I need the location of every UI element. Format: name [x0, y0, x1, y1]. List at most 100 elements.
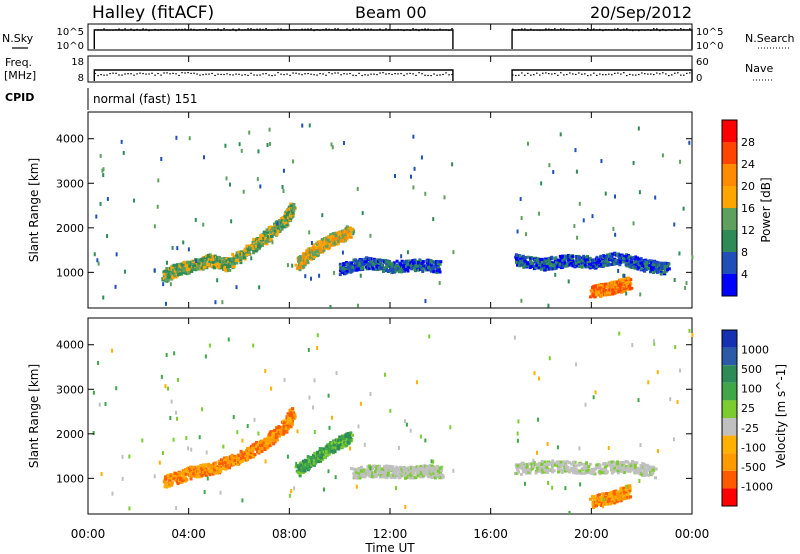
nave-dot: [427, 74, 429, 77]
data-cell: [527, 467, 531, 471]
nsearch-dot: [136, 28, 138, 31]
nsearch-bottom-tick: 10^0: [696, 41, 723, 52]
nave-dot: [205, 73, 207, 75]
data-cell: [440, 468, 444, 472]
data-cell: [618, 466, 622, 470]
data-cell: [634, 255, 638, 259]
data-cell: [212, 471, 216, 475]
data-cell: [653, 264, 657, 268]
nsearch-dot: [208, 28, 210, 31]
data-cell: [325, 244, 329, 248]
data-cell: [197, 472, 201, 476]
nave-dot: [247, 74, 249, 77]
data-cell: [284, 215, 288, 219]
data-cell: [357, 262, 361, 266]
nsearch-dot: [271, 29, 273, 31]
nsearch-dot: [214, 28, 216, 31]
freq-trace-segment: [93, 69, 454, 81]
nave-dot: [232, 74, 234, 76]
data-cell: [524, 463, 528, 467]
nave-dot: [172, 72, 174, 74]
nsearch-dot: [229, 29, 231, 31]
nave-dot: [133, 74, 135, 76]
data-cell: [170, 481, 174, 485]
data-cell: [382, 269, 386, 273]
data-cell: [222, 466, 226, 470]
nsearch-dot: [202, 29, 204, 31]
nsearch-dot: [286, 29, 288, 31]
nave-dot: [653, 74, 655, 76]
data-cell: [650, 268, 654, 272]
data-cell: [207, 257, 211, 261]
nsearch-dot: [632, 29, 634, 32]
data-cell: [240, 459, 244, 463]
data-cell: [427, 263, 431, 267]
data-cell: [602, 287, 606, 291]
data-cell: [273, 232, 277, 236]
nsearch-dot: [569, 29, 571, 31]
nave-dot: [572, 73, 574, 75]
data-cell: [232, 456, 236, 460]
data-cell: [286, 211, 290, 215]
data-cell: [514, 260, 518, 264]
data-cell: [363, 258, 367, 262]
data-cell: [288, 413, 292, 417]
data-cell: [235, 253, 239, 257]
data-cell: [592, 470, 596, 474]
data-cell: [317, 460, 321, 464]
data-cell: [180, 480, 184, 484]
data-cell: [538, 259, 542, 263]
data-cell: [266, 238, 270, 242]
data-cell: [541, 468, 545, 472]
data-cell: [240, 148, 243, 153]
data-cell: [220, 264, 224, 268]
nsearch-dot: [653, 28, 655, 30]
data-cell: [345, 237, 349, 241]
data-cell: [612, 260, 616, 264]
data-cell: [211, 470, 215, 474]
data-cell: [605, 464, 609, 468]
data-cell: [184, 264, 188, 268]
data-cell: [226, 459, 230, 463]
data-cell: [597, 466, 601, 470]
data-cell: [619, 468, 623, 472]
nave-dot: [674, 72, 676, 74]
nave-dot: [274, 74, 276, 76]
station-title: Halley (fitACF): [92, 3, 214, 23]
data-cell: [556, 265, 560, 269]
nave-dot: [298, 73, 300, 75]
data-cell: [210, 258, 214, 262]
data-cell: [633, 266, 637, 270]
data-cell: [204, 469, 208, 473]
data-cell: [359, 273, 362, 278]
data-cell: [243, 452, 247, 456]
data-cell: [547, 261, 551, 265]
data-cell: [553, 463, 557, 467]
nave-dot: [331, 73, 333, 75]
nave-dot: [322, 73, 324, 75]
data-cell: [270, 234, 274, 238]
nsearch-dot: [157, 29, 159, 31]
data-cell: [635, 258, 639, 262]
data-cell: [301, 123, 304, 128]
data-cell: [320, 456, 324, 460]
data-cell: [217, 262, 221, 266]
data-cell: [540, 260, 544, 264]
data-cell: [411, 472, 415, 476]
data-cell: [197, 261, 201, 265]
data-cell: [553, 257, 557, 261]
data-cell: [231, 260, 235, 264]
data-cell: [212, 263, 216, 267]
data-cell: [265, 233, 269, 237]
data-cell: [340, 434, 344, 438]
data-cell: [605, 290, 609, 294]
data-cell: [652, 268, 656, 272]
data-cell: [639, 261, 643, 265]
data-cell: [389, 465, 393, 469]
freq-traces: [93, 69, 693, 81]
data-cell: [293, 415, 297, 419]
data-cell: [181, 269, 185, 273]
nave-dot: [160, 74, 162, 76]
data-cell: [655, 268, 659, 272]
